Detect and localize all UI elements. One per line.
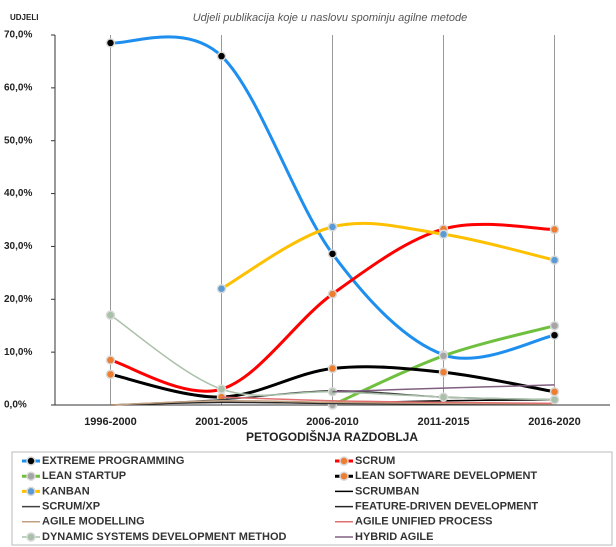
- series-line: [221, 396, 555, 405]
- data-point: [549, 320, 560, 331]
- data-point: [549, 387, 560, 397]
- y-tick-label: 50,0%: [4, 135, 32, 146]
- data-point: [549, 394, 560, 405]
- legend-label: LEAN STARTUP: [42, 470, 126, 482]
- series-line: [110, 399, 555, 406]
- x-tick-label: 2011-2015: [418, 416, 470, 428]
- legend-label: EXTREME PROGRAMMING: [42, 455, 184, 467]
- legend-label: SCRUM: [355, 455, 395, 467]
- data-point: [327, 363, 338, 374]
- y-axis-label: UDJELI: [10, 13, 38, 22]
- legend-marker: [339, 456, 349, 466]
- data-point: [105, 38, 116, 48]
- legend-label: AGILE MODELLING: [42, 516, 145, 528]
- legend-marker: [339, 471, 349, 481]
- data-point: [438, 367, 449, 377]
- legend-box: [11, 451, 613, 546]
- y-tick-label: 40,0%: [4, 188, 32, 199]
- x-tick-label: 2016-2020: [528, 416, 581, 428]
- y-tick-label: 60,0%: [4, 82, 32, 93]
- legend-label: LEAN SOFTWARE DEVELOPMENT: [355, 470, 537, 482]
- x-tick-label: 2001-2005: [195, 416, 248, 428]
- chart-title: Udjeli publikacija koje u naslovu spomin…: [193, 12, 468, 24]
- legend-label: DYNAMIC SYSTEMS DEVELOPMENT METHOD: [42, 531, 287, 543]
- data-point: [549, 224, 560, 235]
- x-axis-label: PETOGODIŠNJA RAZDOBLJA: [246, 429, 418, 444]
- x-tick-label: 1996-2000: [84, 416, 137, 428]
- x-tick-label: 2006-2010: [306, 416, 359, 428]
- legend-marker: [26, 471, 36, 481]
- data-point: [105, 369, 116, 380]
- data-point: [549, 330, 560, 340]
- series-line: [110, 35, 555, 360]
- data-point: [216, 283, 227, 294]
- y-tick-label: 70,0%: [4, 30, 32, 41]
- legend-label: FEATURE-DRIVEN DEVELOPMENT: [355, 501, 538, 513]
- data-point: [216, 51, 227, 61]
- legend-label: KANBAN: [42, 485, 90, 497]
- data-point: [105, 355, 116, 365]
- data-point: [327, 222, 338, 232]
- legend-label: HYBRID AGILE: [355, 531, 433, 543]
- legend-marker: [26, 532, 36, 542]
- legend-marker: [26, 456, 36, 466]
- series-line: [220, 221, 555, 291]
- data-point: [438, 392, 449, 402]
- legend-label: SCRUM/XP: [42, 501, 100, 513]
- y-tick-label: 20,0%: [4, 294, 32, 305]
- legend-marker: [26, 486, 36, 497]
- series-line: [332, 384, 555, 393]
- data-point: [438, 229, 449, 240]
- y-tick-label: 30,0%: [4, 241, 32, 252]
- data-point: [327, 249, 338, 259]
- data-point: [105, 310, 116, 320]
- y-tick-label: 0,0%: [4, 400, 27, 411]
- data-point: [327, 289, 338, 299]
- legend-label: SCRUMBAN: [355, 485, 419, 497]
- y-tick-label: 10,0%: [4, 347, 32, 358]
- data-point: [549, 255, 560, 265]
- data-point: [216, 384, 227, 394]
- data-point: [438, 351, 449, 361]
- legend-label: AGILE UNIFIED PROCESS: [355, 516, 493, 528]
